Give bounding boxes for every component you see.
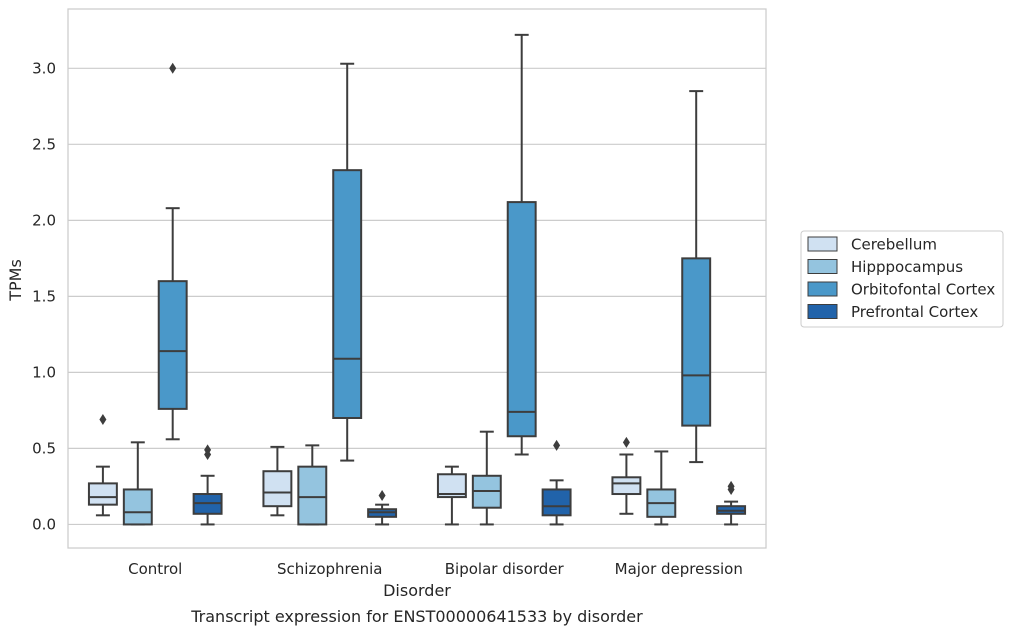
- box-iqr: [506, 201, 537, 438]
- box-iqr: [332, 169, 363, 420]
- y-tick-label: 2.5: [32, 135, 56, 153]
- plot-boxes: [87, 33, 747, 526]
- y-tick-label: 0.5: [32, 439, 56, 457]
- outlier-point: [727, 480, 735, 492]
- legend-frame: [800, 230, 1004, 328]
- box-cerebellum: [262, 445, 293, 517]
- plot-frame: [67, 8, 767, 549]
- y-tick-label: 0.0: [32, 515, 56, 533]
- y-tick-label: 2.0: [32, 211, 56, 229]
- box-orbitofontal-cortex: [506, 33, 537, 456]
- box-prefrontal-cortex: [192, 444, 223, 526]
- x-axis-title: Disorder: [383, 581, 451, 600]
- legend-label: Hipppocampus: [851, 258, 963, 276]
- outlier-point: [169, 62, 177, 74]
- box-hipppocampus: [297, 444, 328, 526]
- legend-label: Prefrontal Cortex: [851, 303, 978, 321]
- y-tick-label: 3.0: [32, 59, 56, 77]
- outlier-point: [204, 444, 212, 456]
- box-iqr: [262, 470, 293, 508]
- chart-caption: Transcript expression for ENST0000064153…: [190, 607, 643, 626]
- legend-swatch: [807, 259, 838, 274]
- legend-label: Orbitofontal Cortex: [851, 281, 995, 299]
- x-axis-ticks: Control Schizophrenia Bipolar disorder Majo…: [128, 560, 743, 578]
- box-iqr: [541, 488, 572, 517]
- box-orbitofontal-cortex: [332, 62, 363, 462]
- box-cerebellum: [87, 414, 118, 517]
- box-prefrontal-cortex: [367, 490, 398, 526]
- x-tick-label: Control: [128, 560, 182, 578]
- box-iqr: [436, 473, 467, 499]
- box-cerebellum: [436, 465, 467, 526]
- box-orbitofontal-cortex: [681, 90, 712, 464]
- box-iqr: [681, 257, 712, 427]
- box-iqr: [611, 476, 642, 496]
- box-prefrontal-cortex: [541, 439, 572, 526]
- outlier-point: [99, 414, 107, 426]
- box-hipppocampus: [646, 450, 677, 526]
- legend: Cerebellum Hipppocampus Orbitofontal Corte…: [800, 230, 1004, 328]
- legend-swatch: [807, 304, 838, 319]
- y-axis-title: TPMs: [6, 259, 25, 302]
- outlier-point: [553, 439, 561, 451]
- box-hipppocampus: [122, 441, 153, 526]
- box-prefrontal-cortex: [716, 480, 747, 526]
- legend-swatch: [807, 236, 838, 252]
- x-tick-label: Schizophrenia: [277, 560, 382, 578]
- box-iqr: [297, 465, 328, 526]
- y-tick-label: 1.0: [32, 363, 56, 381]
- x-tick-label: Bipolar disorder: [445, 560, 565, 578]
- legend-swatch: [807, 281, 838, 297]
- y-tick-label: 1.5: [32, 287, 56, 305]
- outlier-point: [622, 436, 630, 448]
- box-hipppocampus: [471, 430, 502, 526]
- box-iqr: [157, 280, 188, 410]
- y-axis-ticks: 0.0 0.5 1.0 1.5 2.0 2.5 3.0: [32, 59, 56, 533]
- box-iqr: [122, 488, 153, 526]
- box-iqr: [87, 482, 118, 506]
- x-tick-label: Major depression: [615, 560, 743, 578]
- outlier-point: [378, 490, 386, 502]
- legend-label: Cerebellum: [851, 236, 937, 254]
- box-orbitofontal-cortex: [157, 62, 188, 441]
- box-cerebellum: [611, 436, 642, 515]
